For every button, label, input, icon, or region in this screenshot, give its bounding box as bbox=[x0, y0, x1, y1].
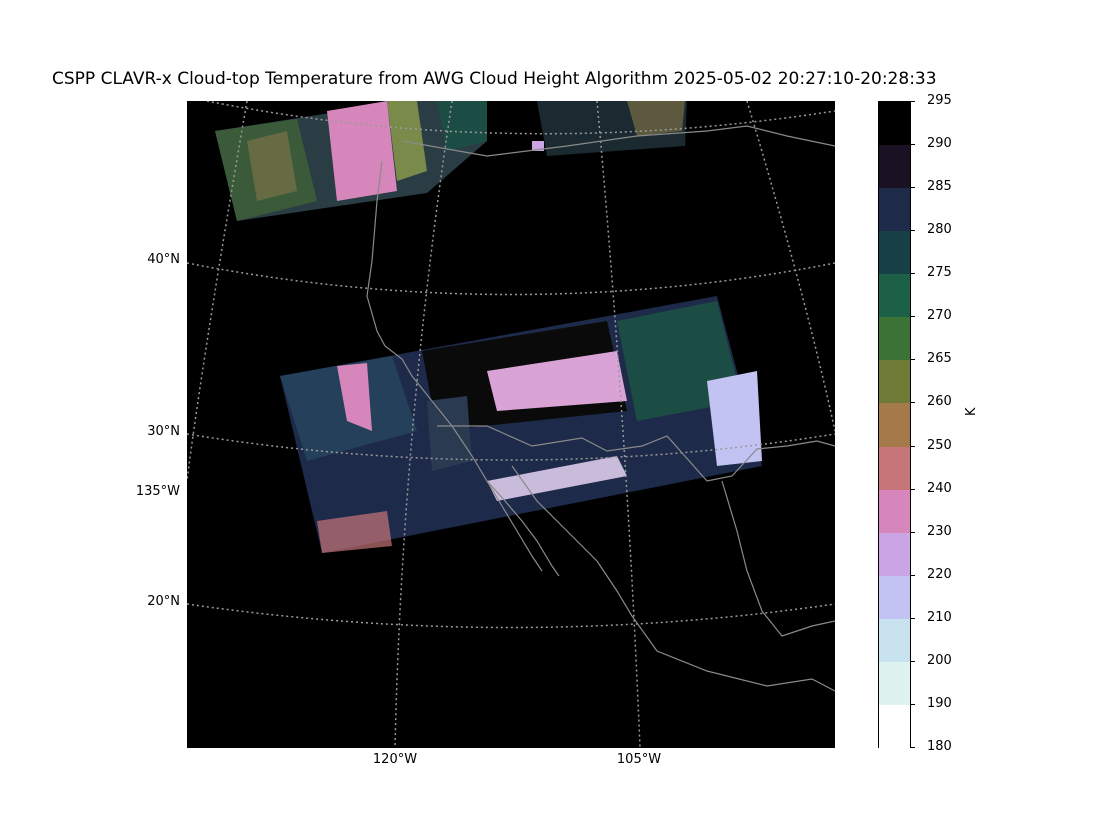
colorbar bbox=[878, 101, 911, 749]
lon-label-135: 135°W bbox=[135, 484, 180, 499]
coastlines bbox=[366, 125, 835, 692]
colorbar-tick-label: 285 bbox=[927, 179, 952, 195]
colorbar-tick bbox=[910, 660, 915, 662]
colorbar-segment bbox=[879, 188, 910, 232]
colorbar-segment bbox=[879, 489, 910, 534]
colorbar-segment bbox=[879, 102, 910, 146]
colorbar-tick-label: 290 bbox=[927, 136, 952, 152]
colorbar-segment bbox=[879, 231, 910, 275]
satellite-swath-south bbox=[280, 296, 762, 553]
colorbar-tick-label: 275 bbox=[927, 265, 952, 281]
colorbar-tick-label: 190 bbox=[927, 695, 952, 711]
colorbar-tick bbox=[910, 402, 915, 404]
colorbar-tick bbox=[910, 273, 915, 275]
colorbar-tick-label: 230 bbox=[927, 523, 952, 539]
lat-label-30: 30°N bbox=[147, 424, 180, 439]
colorbar-tick bbox=[910, 488, 915, 490]
lat-label-20: 20°N bbox=[147, 594, 180, 609]
colorbar-segment bbox=[879, 575, 910, 620]
colorbar-tick bbox=[910, 359, 915, 361]
lat-label-40: 40°N bbox=[147, 252, 180, 267]
satellite-swath-north bbox=[215, 101, 687, 221]
colorbar-tick-label: 200 bbox=[927, 652, 952, 668]
colorbar-tick-label: 280 bbox=[927, 222, 952, 238]
colorbar-tick bbox=[910, 445, 915, 447]
colorbar-tick bbox=[910, 316, 915, 318]
colorbar-tick-label: 240 bbox=[927, 480, 952, 496]
colorbar-tick-label: 265 bbox=[927, 351, 952, 367]
colorbar-segment bbox=[879, 317, 910, 361]
map-panel bbox=[187, 101, 835, 748]
colorbar-tick bbox=[910, 230, 915, 232]
colorbar-tick-label: 250 bbox=[927, 437, 952, 453]
colorbar-tick bbox=[910, 703, 915, 705]
colorbar-tick bbox=[910, 144, 915, 146]
colorbar-segment bbox=[879, 446, 910, 491]
colorbar-tick-label: 260 bbox=[927, 394, 952, 410]
colorbar-tick bbox=[910, 101, 915, 102]
lon-label-120: 120°W bbox=[372, 752, 418, 767]
colorbar-tick-label: 220 bbox=[927, 566, 952, 582]
map-title: CSPP CLAVR-x Cloud-top Temperature from … bbox=[52, 69, 937, 89]
colorbar-segment bbox=[879, 618, 910, 663]
colorbar-tick bbox=[910, 747, 915, 748]
colorbar-tick bbox=[910, 187, 915, 189]
colorbar-tick bbox=[910, 531, 915, 533]
colorbar-tick-label: 210 bbox=[927, 609, 952, 625]
colorbar-tick-label: 295 bbox=[927, 93, 952, 108]
colorbar-segment bbox=[879, 403, 910, 448]
colorbar-tick-label: 270 bbox=[927, 308, 952, 324]
map-canvas bbox=[187, 101, 835, 748]
colorbar-segment bbox=[879, 274, 910, 318]
colorbar-tick bbox=[910, 574, 915, 576]
graticule bbox=[187, 101, 835, 748]
colorbar-segment bbox=[879, 532, 910, 577]
colorbar-segment bbox=[879, 704, 910, 749]
colorbar-tick bbox=[910, 617, 915, 619]
colorbar-segment bbox=[879, 145, 910, 189]
colorbar-tick-label: 180 bbox=[927, 739, 952, 754]
colorbar-unit: K bbox=[964, 407, 979, 416]
colorbar-segment bbox=[879, 360, 910, 404]
colorbar-segment bbox=[879, 661, 910, 706]
lon-label-105: 105°W bbox=[616, 752, 662, 767]
